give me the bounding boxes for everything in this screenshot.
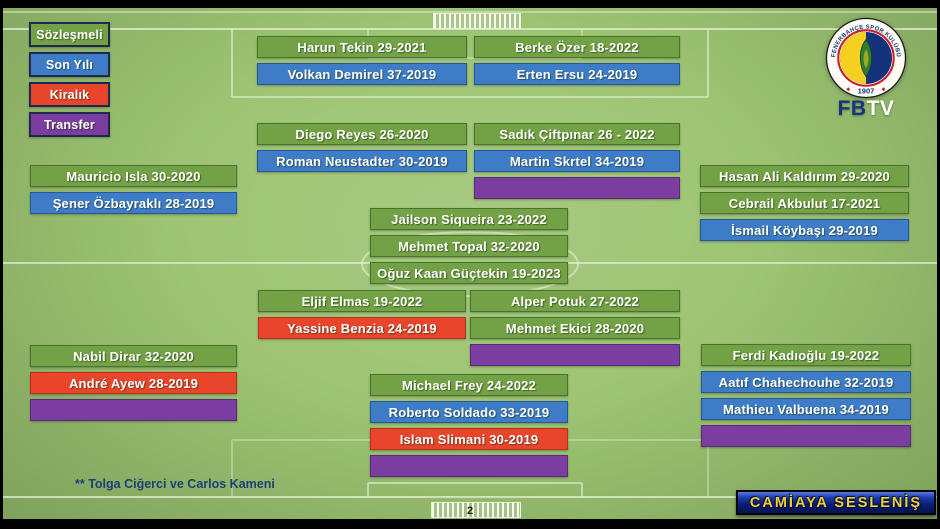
player-row: Volkan Demirel 37-2019 [257, 63, 467, 85]
group-attacking-midfield-left: Eljif Elmas 19-2022 Yassine Benzia 24-20… [258, 290, 466, 344]
player-row: Eljif Elmas 19-2022 [258, 290, 466, 312]
player-row: Yassine Benzia 24-2019 [258, 317, 466, 339]
group-centre-backs-right: Sadık Çiftpınar 26 - 2022 Martin Skrtel … [474, 123, 680, 204]
player-row: Michael Frey 24-2022 [370, 374, 568, 396]
player-row: İsmail Köybaşı 29-2019 [700, 219, 909, 241]
letterbox-top [0, 0, 940, 8]
crest-diamond-left: ◆ [846, 87, 850, 93]
fbtv-fb-text: FB [837, 97, 867, 120]
goal-net-bottom [431, 502, 521, 518]
player-row: Diego Reyes 26-2020 [257, 123, 467, 145]
empty-transfer-slot [470, 344, 680, 366]
page-number: 2 [466, 505, 474, 517]
empty-transfer-slot [474, 177, 680, 199]
player-row: Alper Potuk 27-2022 [470, 290, 680, 312]
group-attacking-midfield-right: Alper Potuk 27-2022 Mehmet Ekici 28-2020 [470, 290, 680, 371]
crest-diamond-right: ◆ [882, 87, 886, 93]
player-row: Sadık Çiftpınar 26 - 2022 [474, 123, 680, 145]
group-goalkeepers-left: Harun Tekin 29-2021 Volkan Demirel 37-20… [257, 36, 467, 90]
player-row: Mehmet Topal 32-2020 [370, 235, 568, 257]
program-banner: CAMİAYA SESLENİŞ [736, 490, 936, 515]
group-centre-backs-left: Diego Reyes 26-2020 Roman Neustadter 30-… [257, 123, 467, 177]
group-wing-left: Nabil Dirar 32-2020 André Ayew 28-2019 [30, 345, 237, 426]
player-row: Hasan Ali Kaldırım 29-2020 [700, 165, 909, 187]
empty-transfer-slot [701, 425, 911, 447]
group-fullback-left: Mauricio Isla 30-2020 Şener Özbayraklı 2… [30, 165, 237, 219]
group-fullback-right: Hasan Ali Kaldırım 29-2020 Cebrail Akbul… [700, 165, 909, 246]
group-strikers: Michael Frey 24-2022 Roberto Soldado 33-… [370, 374, 568, 482]
letterbox-bottom [0, 519, 940, 529]
crest-founded-year: 1907 [858, 86, 875, 95]
player-row: Harun Tekin 29-2021 [257, 36, 467, 58]
player-row: Aatıf Chahechouhe 32-2019 [701, 371, 911, 393]
letterbox-right [937, 0, 940, 529]
goal-net-top [433, 13, 521, 29]
player-row: Oğuz Kaan Güçtekin 19-2023 [370, 262, 568, 284]
player-row: Şener Özbayraklı 28-2019 [30, 192, 237, 214]
legend-item-transfer: Transfer [29, 112, 110, 137]
legend: Sözleşmeli Son Yılı Kiralık Transfer [29, 22, 110, 142]
player-row: Erten Ersu 24-2019 [474, 63, 680, 85]
player-row: Roberto Soldado 33-2019 [370, 401, 568, 423]
letterbox-left [0, 0, 3, 529]
player-row: Nabil Dirar 32-2020 [30, 345, 237, 367]
empty-transfer-slot [370, 455, 568, 477]
player-row: Cebrail Akbulut 17-2021 [700, 192, 909, 214]
player-row: Mathieu Valbuena 34-2019 [701, 398, 911, 420]
fenerbahce-crest-icon: FENERBAHÇE SPOR KULÜBÜ 1907 ◆ ◆ [825, 17, 907, 99]
player-row: Berke Özer 18-2022 [474, 36, 680, 58]
player-row: Jailson Siqueira 23-2022 [370, 208, 568, 230]
footnote: ** Tolga Ciğerci ve Carlos Kameni [75, 477, 275, 491]
player-row: Mehmet Ekici 28-2020 [470, 317, 680, 339]
group-goalkeepers-right: Berke Özer 18-2022 Erten Ersu 24-2019 [474, 36, 680, 90]
legend-item-kiralik: Kiralık [29, 82, 110, 107]
player-row: Roman Neustadter 30-2019 [257, 150, 467, 172]
player-row: André Ayew 28-2019 [30, 372, 237, 394]
player-row: Islam Slimani 30-2019 [370, 428, 568, 450]
group-central-midfield: Jailson Siqueira 23-2022 Mehmet Topal 32… [370, 208, 568, 289]
player-row: Martin Skrtel 34-2019 [474, 150, 680, 172]
player-row: Ferdi Kadıoğlu 19-2022 [701, 344, 911, 366]
player-row: Mauricio Isla 30-2020 [30, 165, 237, 187]
fbtv-tv-text: TV [866, 97, 895, 120]
legend-item-sozlesmeli: Sözleşmeli [29, 22, 110, 47]
group-wing-right: Ferdi Kadıoğlu 19-2022 Aatıf Chahechouhe… [701, 344, 911, 452]
empty-transfer-slot [30, 399, 237, 421]
program-banner-label: CAMİAYA SESLENİŞ [749, 494, 923, 511]
fbtv-logo: FBTV [824, 97, 908, 121]
legend-item-son-yili: Son Yılı [29, 52, 110, 77]
